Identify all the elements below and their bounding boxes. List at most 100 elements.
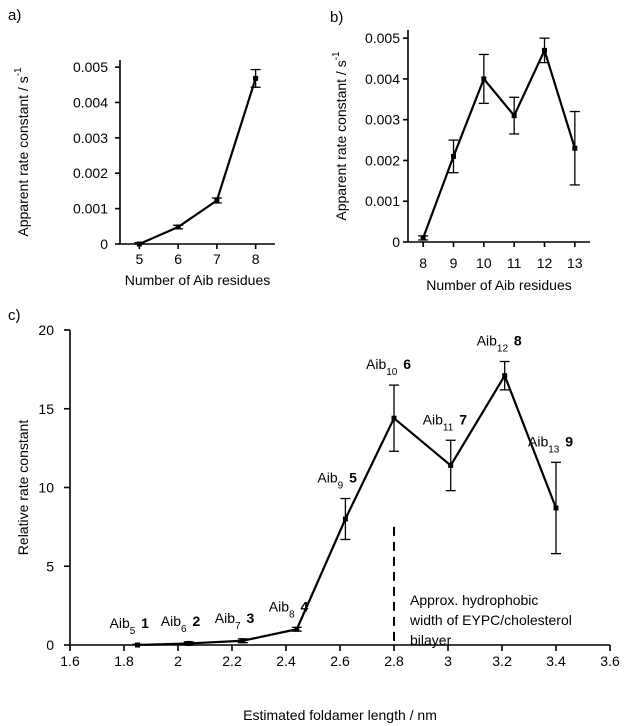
point-label-base: Aib (477, 333, 497, 349)
bilayer-note-line: Approx. hydrophobic (410, 592, 538, 608)
x-tick-label: 11 (507, 255, 522, 271)
point-label: Aib9 5 (317, 470, 357, 492)
point-label: Aib5 1 (110, 615, 150, 637)
x-tick-label: 12 (537, 255, 553, 271)
x-tick-label: 3 (444, 653, 452, 669)
point-label-base: Aib (215, 610, 235, 626)
point-label-compound-number: 1 (137, 615, 149, 631)
x-tick-label: 3.4 (546, 653, 566, 669)
data-series-line (138, 78, 257, 246)
data-point (572, 145, 578, 151)
point-label-base: Aib (269, 598, 289, 614)
x-tick-label: 3.2 (492, 653, 512, 669)
point-label-compound-number: 2 (189, 613, 201, 629)
y-axis-title-text: Apparent rate constant / s (333, 60, 349, 220)
point-label-subscript: 7 (235, 621, 241, 632)
point-label: Aib7 3 (215, 610, 255, 632)
x-tick-label: 2.6 (330, 653, 350, 669)
x-tick-label: 5 (135, 251, 143, 267)
y-axis-title-superscript: -1 (13, 67, 24, 76)
x-tick-label: 9 (450, 255, 458, 271)
point-label-subscript: 6 (181, 624, 187, 635)
data-point (553, 505, 559, 511)
y-tick-label: 0.002 (73, 165, 108, 181)
data-point (511, 113, 517, 119)
x-tick-label: 10 (476, 255, 492, 271)
point-label-base: Aib (528, 433, 548, 449)
chart-panel-1: a) 5 6 7 8 0 0.001 0.002 0.003 0.004 0.005 Number o… (8, 7, 275, 288)
bilayer-note-line: width of EYPC/cholesterol (409, 612, 572, 628)
data-point (420, 235, 426, 241)
y-tick-label: 0.001 (365, 193, 400, 209)
y-tick-label: 0.004 (365, 71, 400, 87)
y-tick-label: 0.005 (365, 30, 400, 46)
data-point (542, 47, 547, 53)
data-point (240, 638, 246, 644)
data-point (481, 76, 487, 82)
x-tick-label: 8 (419, 255, 427, 271)
y-axis-title: Apparent rate constant / s-1 (331, 51, 349, 221)
x-axis-title: Number of Aib residues (125, 272, 271, 288)
x-tick-label: 6 (174, 251, 182, 267)
y-tick-label: 0.004 (73, 94, 108, 110)
data-point (451, 153, 456, 159)
point-label-compound-number: 5 (345, 470, 357, 486)
y-tick-label: 0.002 (365, 152, 400, 168)
y-tick-label: 0 (392, 234, 400, 250)
x-tick-label: 2.2 (222, 653, 242, 669)
data-point (214, 197, 220, 203)
point-label: Aib6 2 (161, 613, 201, 635)
y-tick-label: 0 (100, 236, 108, 252)
point-label-subscript: 9 (338, 481, 344, 492)
y-tick-label: 0.005 (73, 59, 108, 75)
y-tick-label: 15 (38, 401, 54, 417)
point-label-base: Aib (366, 356, 386, 372)
point-label: Aib10 6 (366, 356, 411, 378)
data-series-line (422, 47, 576, 239)
data-point (342, 516, 348, 522)
point-label-base: Aib (110, 615, 130, 631)
point-label: Aib8 4 (269, 598, 309, 620)
panel-label: c) (8, 307, 21, 324)
y-axis-title: Apparent rate constant / s-1 (13, 67, 31, 237)
point-label: Aib12 8 (477, 333, 522, 355)
point-label-subscript: 12 (497, 344, 509, 355)
bilayer-note-line: bilayer (410, 632, 452, 648)
point-label-compound-number: 8 (510, 333, 522, 349)
x-tick-label: 1.6 (60, 653, 80, 669)
x-axis-title: Estimated foldamer length / nm (243, 707, 437, 723)
y-tick-label: 10 (38, 480, 54, 496)
point-label-base: Aib (161, 613, 181, 629)
data-point (448, 462, 454, 468)
x-tick-label: 7 (213, 251, 221, 267)
point-label-compound-number: 7 (455, 411, 467, 427)
y-tick-label: 0.003 (73, 130, 108, 146)
point-label-base: Aib (317, 470, 337, 486)
point-label-compound-number: 4 (297, 598, 309, 614)
point-label-compound-number: 3 (243, 610, 255, 626)
x-tick-label: 3.6 (600, 653, 620, 669)
data-point (135, 642, 140, 648)
panel-label: a) (8, 7, 21, 24)
chart-panel-3: c)1.6 1.8 2 2.2 2.4 2.6 2.8 3 3.2 3.4 3.605101520E… (8, 307, 620, 723)
point-label-subscript: 8 (289, 609, 295, 620)
y-tick-label: 0.001 (73, 201, 108, 217)
x-tick-label: 13 (567, 255, 583, 271)
y-axis-title-text: Apparent rate constant / s (15, 76, 31, 236)
y-axis-title: Relative rate constant (15, 420, 31, 556)
x-tick-label: 2.8 (384, 653, 404, 669)
y-tick-label: 0 (46, 637, 54, 653)
point-label-base: Aib (423, 411, 443, 427)
y-tick-label: 0.003 (365, 112, 400, 128)
x-tick-label: 8 (252, 251, 260, 267)
point-label: Aib13 9 (528, 433, 573, 455)
point-label-subscript: 5 (130, 626, 136, 637)
point-label-subscript: 11 (443, 422, 454, 433)
y-tick-label: 20 (38, 322, 54, 338)
x-axis-title: Number of Aib residues (426, 277, 572, 293)
x-tick-label: 2 (174, 653, 182, 669)
point-label: Aib11 7 (423, 411, 468, 433)
point-label-subscript: 13 (548, 444, 560, 455)
data-point (253, 75, 259, 81)
